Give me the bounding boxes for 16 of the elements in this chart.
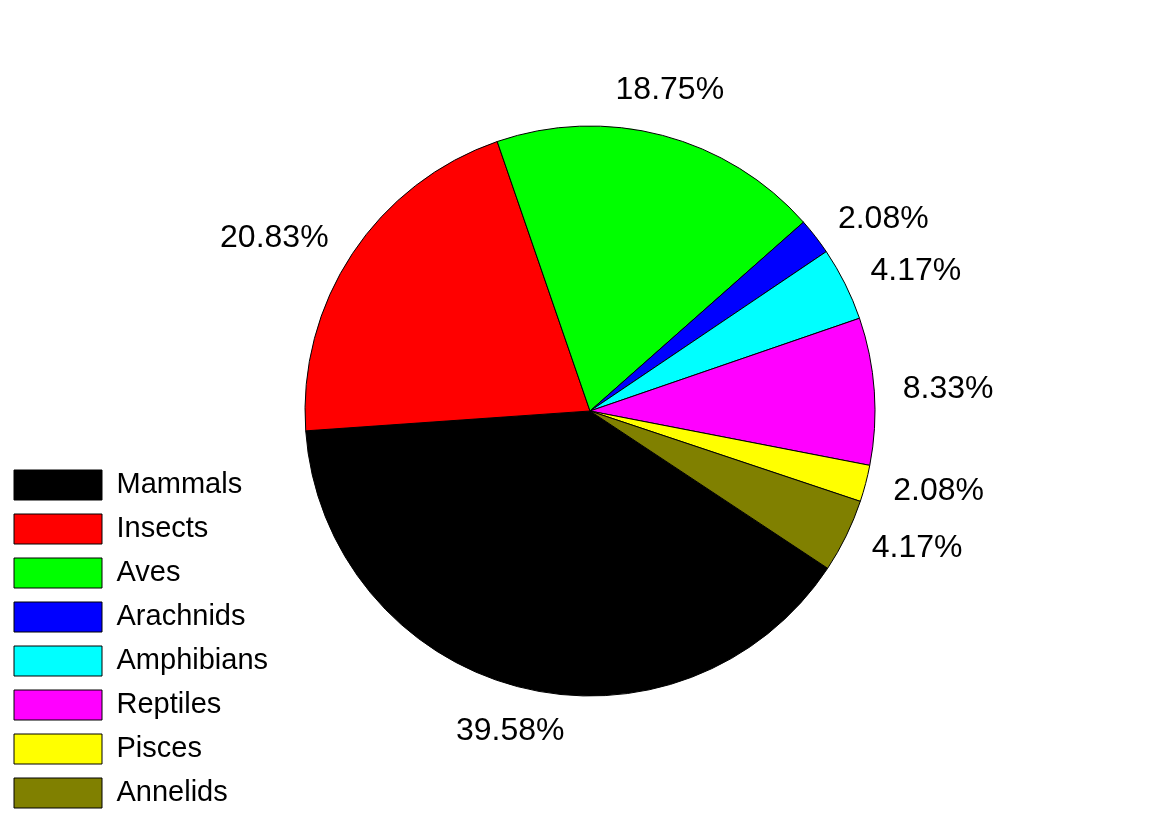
data-label: 18.75%	[615, 70, 725, 107]
legend-label: Mammals	[116, 467, 243, 499]
data-label: 2.08%	[893, 470, 984, 507]
data-label: 4.17%	[870, 250, 962, 287]
data-label: 4.17%	[871, 528, 963, 565]
data-label: 39.58%	[455, 711, 565, 748]
legend-label: Annelids	[116, 775, 228, 807]
legend-label: Aves	[116, 555, 181, 587]
data-label: 20.83%	[220, 217, 329, 254]
legend-label: Reptiles	[116, 687, 222, 719]
legend-label: Arachnids	[116, 599, 246, 631]
data-label: 2.08%	[837, 198, 929, 235]
legend-label: Amphibians	[116, 643, 269, 675]
legend-label: Insects	[116, 511, 209, 543]
data-label: 8.33%	[902, 368, 994, 405]
legend-label: Pisces	[116, 731, 202, 763]
